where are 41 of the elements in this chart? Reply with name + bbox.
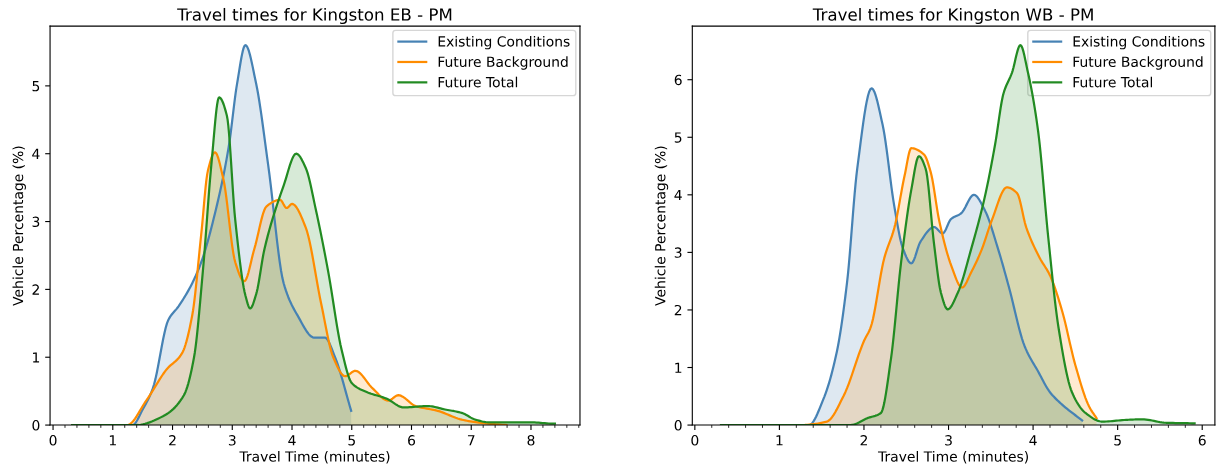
x-tick-label: 5	[348, 435, 355, 446]
y-tick-label: 0	[674, 420, 682, 431]
x-tick-label: 6	[1198, 435, 1206, 446]
chart-title: Travel times for Kingston WB - PM	[812, 7, 1093, 25]
legend-label: Future Background	[438, 56, 568, 70]
x-tick-label: 3	[945, 435, 952, 446]
x-tick-label: 7	[467, 435, 475, 446]
legend-label: Existing Conditions	[438, 35, 570, 50]
x-tick-label: 0	[49, 435, 57, 446]
x-tick-label: 3	[228, 435, 236, 446]
y-tick-label: 1	[675, 362, 682, 373]
legend-label: Future Total	[438, 76, 518, 88]
x-tick-label: 4	[288, 435, 296, 446]
x-tick-label: 5	[1114, 435, 1121, 446]
x-tick-label: 1	[109, 435, 116, 446]
y-tick-label: 3	[674, 247, 682, 258]
x-tick-label: 4	[1029, 435, 1037, 446]
y-tick-label: 6	[674, 74, 682, 86]
y-axis-title: Vehicle Percentage (%)	[654, 146, 669, 306]
y-tick-label: 3	[32, 216, 40, 228]
legend-label: Future Background	[1073, 56, 1203, 70]
y-tick-label: 2	[674, 304, 682, 316]
chart-title: Travel times for Kingston EB - PM	[177, 7, 452, 25]
y-tick-label: 4	[32, 148, 40, 159]
y-axis-title: Vehicle Percentage (%)	[12, 146, 26, 306]
x-axis-title: Travel Time (minutes)	[877, 451, 1028, 464]
legend-label: Existing Conditions	[1073, 35, 1205, 50]
x-tick-label: 1	[776, 435, 783, 446]
y-tick-label: 5	[674, 132, 682, 143]
legend-label: Future Total	[1073, 76, 1152, 88]
x-tick-label: 8	[527, 435, 535, 446]
x-tick-label: 2	[169, 435, 176, 446]
x-tick-label: 0	[691, 435, 699, 446]
y-tick-label: 1	[33, 352, 40, 363]
x-tick-label: 2	[860, 435, 867, 446]
y-tick-label: 0	[32, 420, 40, 431]
x-axis-title: Travel Time (minutes)	[239, 451, 390, 464]
y-tick-label: 4	[674, 189, 682, 201]
y-tick-label: 5	[32, 81, 40, 92]
x-tick-label: 6	[408, 435, 416, 446]
y-tick-label: 2	[32, 284, 39, 295]
